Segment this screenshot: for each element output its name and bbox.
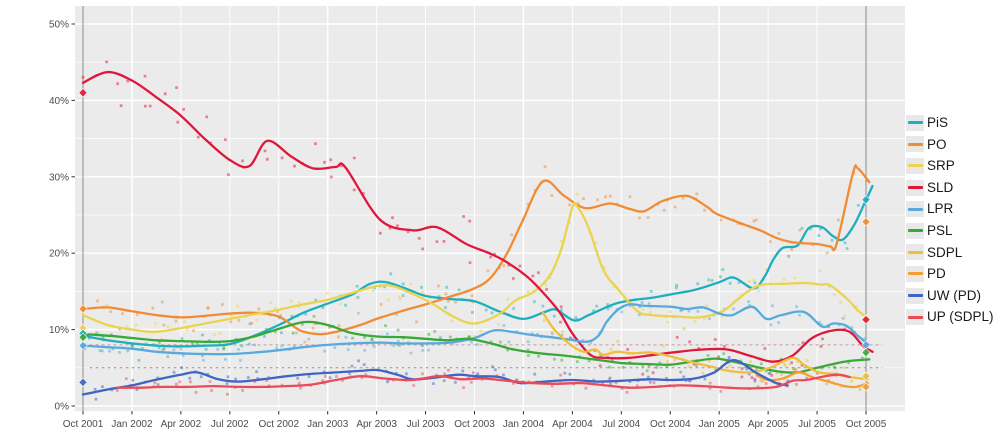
x-tick-label: Apr 2002 bbox=[161, 419, 202, 430]
election-result-marker bbox=[78, 88, 88, 98]
series-line-SDPL bbox=[541, 311, 869, 381]
election-result-marker bbox=[861, 195, 871, 205]
election-result-marker bbox=[861, 315, 871, 325]
x-tick-label: Oct 2005 bbox=[846, 419, 887, 430]
legend-key-swatch bbox=[906, 222, 924, 239]
election-result-marker bbox=[78, 377, 88, 387]
legend-label: UW (PD) bbox=[927, 287, 981, 303]
election-result-marker bbox=[78, 304, 88, 314]
x-tick-label: Jul 2004 bbox=[602, 419, 640, 430]
legend-label: SRP bbox=[927, 158, 955, 174]
election-result-marker bbox=[861, 382, 871, 392]
election-result-marker bbox=[861, 371, 871, 381]
x-tick-label: Oct 2001 bbox=[63, 419, 104, 430]
legend: PiS PO SRP SLD LPR PSL SDPL PD UW (PD) UP (SDPL) bbox=[906, 112, 994, 328]
election-result-marker bbox=[861, 217, 871, 227]
legend-item-SLD: SLD bbox=[906, 177, 994, 199]
x-tick-label: Jul 2002 bbox=[211, 419, 249, 430]
x-tick-label: Jan 2002 bbox=[111, 419, 153, 430]
x-tick-label: Oct 2003 bbox=[454, 419, 495, 430]
x-tick-label: Jan 2004 bbox=[503, 419, 545, 430]
legend-label: PD bbox=[927, 266, 946, 282]
x-tick-label: Jul 2003 bbox=[407, 419, 445, 430]
x-tick-label: Apr 2003 bbox=[356, 419, 397, 430]
x-tick-label: Oct 2004 bbox=[650, 419, 691, 430]
y-tick-label: 40% bbox=[49, 96, 69, 107]
axes: 0% 10% 20% 30% 40% 50% Oct 2001 Jan 2002 Apr 200… bbox=[49, 20, 887, 431]
series-line-UP-SDPL- bbox=[116, 373, 851, 390]
legend-label: PSL bbox=[927, 223, 953, 239]
legend-item-PO: PO bbox=[906, 134, 994, 156]
legend-key-swatch bbox=[906, 244, 924, 261]
y-tick-label: 20% bbox=[49, 249, 69, 260]
x-tick-label: Apr 2005 bbox=[748, 419, 789, 430]
series-line-PSL bbox=[81, 320, 871, 374]
legend-label: PO bbox=[927, 136, 947, 152]
legend-key-swatch bbox=[906, 179, 924, 196]
legend-label: PiS bbox=[927, 115, 949, 131]
plot-area bbox=[75, 6, 905, 411]
x-tick-label: Jul 2005 bbox=[798, 419, 836, 430]
legend-item-SRP: SRP bbox=[906, 155, 994, 177]
x-tick-label: Oct 2002 bbox=[258, 419, 299, 430]
legend-label: UP (SDPL) bbox=[927, 309, 994, 325]
legend-key-swatch bbox=[906, 265, 924, 282]
x-tick-label: Jan 2005 bbox=[699, 419, 741, 430]
y-tick-label: 50% bbox=[49, 20, 69, 31]
legend-item-PD: PD bbox=[906, 263, 994, 285]
y-tick-label: 30% bbox=[49, 172, 69, 183]
series-line-PO bbox=[81, 164, 871, 336]
election-result-marker bbox=[861, 347, 871, 358]
legend-key-swatch bbox=[906, 114, 924, 131]
legend-item-PSL: PSL bbox=[906, 220, 994, 242]
legend-item-LPR: LPR bbox=[906, 198, 994, 220]
legend-key-swatch bbox=[906, 287, 924, 304]
series-line-SLD bbox=[81, 70, 874, 363]
series-line-SRP bbox=[81, 201, 871, 334]
legend-key-swatch bbox=[906, 201, 924, 218]
legend-item-UW-PD: UW (PD) bbox=[906, 285, 994, 307]
legend-label: SLD bbox=[927, 179, 954, 195]
y-tick-label: 10% bbox=[49, 325, 69, 336]
plot-panel bbox=[75, 6, 905, 411]
legend-label: SDPL bbox=[927, 244, 963, 260]
legend-key-swatch bbox=[906, 157, 924, 174]
legend-key-swatch bbox=[906, 309, 924, 326]
legend-item-PiS: PiS bbox=[906, 112, 994, 134]
legend-key-swatch bbox=[906, 136, 924, 153]
x-tick-label: Apr 2004 bbox=[552, 419, 593, 430]
election-result-marker bbox=[78, 341, 88, 351]
legend-label: LPR bbox=[927, 201, 954, 217]
legend-item-UP-SDPL: UP (SDPL) bbox=[906, 306, 994, 328]
series-line-LPR bbox=[81, 303, 871, 356]
x-tick-label: Jan 2003 bbox=[307, 419, 349, 430]
y-tick-label: 0% bbox=[55, 402, 70, 413]
legend-item-SDPL: SDPL bbox=[906, 242, 994, 264]
